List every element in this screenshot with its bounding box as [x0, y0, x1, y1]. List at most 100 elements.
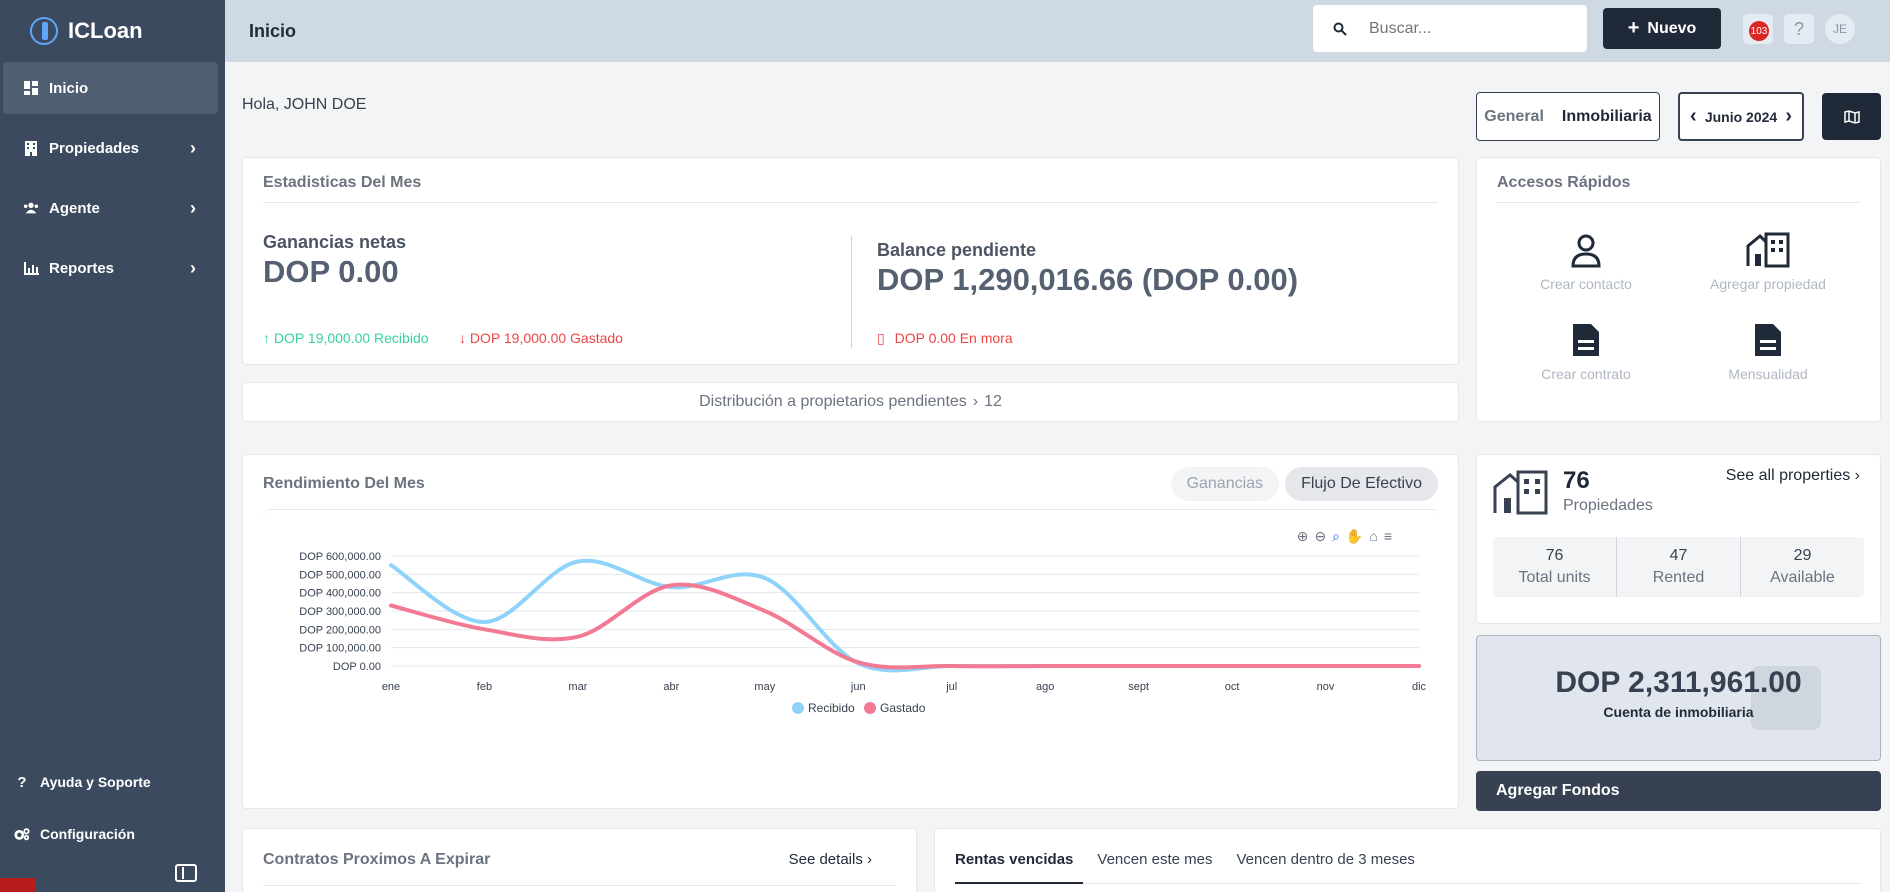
series-line-recibido	[389, 558, 1421, 673]
sidebar-item-propiedades[interactable]: Propiedades ›	[3, 122, 218, 174]
collapse-sidebar-icon[interactable]	[175, 864, 197, 882]
vertical-divider	[851, 236, 852, 348]
chevron-left-icon[interactable]: ‹	[1690, 105, 1697, 127]
legend-marker-gastado	[864, 702, 876, 714]
x-tick-label: oct	[1225, 681, 1240, 693]
series-line-gastado	[389, 582, 1421, 670]
expiring-contracts-card: Contratos Proximos A Expirar See details…	[242, 828, 917, 892]
sidebar-item-inicio[interactable]: Inicio	[3, 62, 218, 114]
card-title: Contratos Proximos A Expirar	[263, 851, 491, 868]
brand[interactable]: ICLoan	[0, 0, 225, 62]
sidebar-item-label: Configuración	[40, 826, 135, 842]
y-tick-label: DOP 100,000.00	[299, 643, 381, 655]
notifications-count: 103	[1749, 21, 1769, 41]
create-contact-button[interactable]: Crear contacto	[1501, 230, 1671, 292]
card-title: Rendimiento Del Mes	[263, 475, 425, 492]
sidebar-item-label: Ayuda y Soporte	[40, 774, 151, 790]
document-icon	[1683, 320, 1853, 358]
cash-flow-chart: DOP 0.00 DOP 100,000.00 DOP 200,000.00 DOP …	[299, 551, 1427, 715]
y-tick-label: DOP 0.00	[333, 661, 381, 673]
sidebar-item-configuracion[interactable]: Configuración	[0, 808, 225, 860]
tab-rentas-vencidas[interactable]: Rentas vencidas	[955, 851, 1074, 868]
help-button[interactable]: ?	[1784, 14, 1814, 44]
divider	[263, 885, 896, 886]
pending-balance-value: DOP 1,290,016.66 (DOP 0.00)	[877, 262, 1299, 297]
monthly-performance-card: Rendimiento Del Mes Ganancias Flujo De E…	[242, 454, 1459, 809]
quick-access-label: Agregar propiedad	[1710, 276, 1826, 292]
zoom-out-icon[interactable]: ⊖	[1314, 528, 1327, 544]
see-all-properties-link[interactable]: See all properties ›	[1726, 467, 1860, 485]
building-icon	[23, 140, 39, 156]
chart-icon	[23, 260, 39, 276]
search-icon	[1333, 22, 1347, 36]
sidebar-item-label: Propiedades	[49, 139, 140, 157]
new-button[interactable]: + Nuevo	[1603, 8, 1721, 49]
chevron-right-icon[interactable]: ›	[1785, 105, 1792, 127]
received-amount: ↑ DOP 19,000.00 Recibido	[263, 330, 429, 346]
sidebar-item-ayuda[interactable]: ? Ayuda y Soporte	[0, 756, 225, 808]
dashboard-icon	[23, 80, 39, 96]
net-earnings-value: DOP 0.00	[263, 254, 399, 289]
app-logo-icon	[30, 17, 58, 45]
chevron-right-icon: ›	[190, 197, 196, 218]
chevron-right-icon: ›	[190, 257, 196, 278]
map-button[interactable]	[1822, 93, 1881, 140]
x-tick-label: dic	[1412, 681, 1427, 693]
tab-vencen-este-mes[interactable]: Vencen este mes	[1097, 851, 1213, 868]
search-box[interactable]	[1313, 5, 1587, 52]
sidebar-item-label: Reportes	[49, 259, 115, 277]
quick-access-label: Crear contrato	[1541, 366, 1631, 382]
quick-access-label: Mensualidad	[1728, 366, 1808, 382]
divider	[955, 883, 1860, 884]
rented-label: Rented	[1652, 569, 1705, 586]
user-icon	[1501, 230, 1671, 268]
sidebar-item-reportes[interactable]: Reportes ›	[3, 242, 218, 294]
x-tick-label: ene	[382, 681, 400, 693]
see-all-label: See all properties	[1725, 467, 1851, 484]
toggle-inmobiliaria[interactable]: Inmobiliaria	[1561, 107, 1652, 125]
see-details-link[interactable]: See details ›	[789, 851, 872, 868]
page-title: Inicio	[249, 20, 297, 41]
spent-amount: ↓ DOP 19,000.00 Gastado	[459, 330, 623, 346]
zoom-in-icon[interactable]: ⊕	[1296, 528, 1309, 544]
sidebar-item-agente[interactable]: Agente ›	[3, 182, 218, 234]
avatar[interactable]: JE	[1825, 14, 1855, 44]
y-tick-label: DOP 600,000.00	[299, 551, 381, 563]
building-icon	[1493, 470, 1548, 515]
tab-flujo-de-efectivo[interactable]: Flujo De Efectivo	[1285, 467, 1438, 501]
search-input[interactable]	[1369, 19, 1569, 38]
debug-corner-badge	[0, 878, 36, 892]
x-tick-label: sept	[1128, 681, 1149, 693]
topbar: Inicio + Nuevo 103 ? JE	[225, 0, 1890, 62]
toggle-general[interactable]: General	[1484, 107, 1544, 125]
month-navigator: ‹ Junio 2024 ›	[1678, 92, 1804, 141]
pan-icon[interactable]: ✋	[1345, 528, 1364, 544]
sidebar-item-label: Agente	[49, 199, 100, 217]
view-toggle: General Inmobiliaria	[1476, 92, 1660, 141]
rented-units: 47 Rented	[1617, 537, 1741, 597]
gears-icon	[14, 826, 30, 842]
menu-icon[interactable]: ≡	[1383, 528, 1392, 544]
overdue-text: DOP 0.00 En mora	[894, 330, 1013, 346]
map-icon	[1843, 109, 1860, 124]
distribution-count: 12	[984, 393, 1002, 410]
zoom-select-icon[interactable]: ⌕	[1332, 528, 1340, 544]
tab-vencen-3-meses[interactable]: Vencen dentro de 3 meses	[1236, 851, 1415, 868]
notifications-button[interactable]: 103	[1743, 14, 1773, 44]
add-property-button[interactable]: Agregar propiedad	[1683, 230, 1853, 292]
y-tick-label: DOP 400,000.00	[299, 588, 381, 600]
account-amount: DOP 2,311,961.00	[1555, 666, 1802, 699]
monthly-stats-card: Estadisticas Del Mes Ganancias netas DOP…	[242, 157, 1459, 365]
tab-ganancias[interactable]: Ganancias	[1170, 467, 1280, 501]
sidebar-bottom: ? Ayuda y Soporte Configuración	[0, 756, 225, 892]
x-tick-label: ago	[1036, 681, 1054, 693]
home-icon[interactable]: ⌂	[1369, 528, 1378, 544]
monthly-payment-button[interactable]: Mensualidad	[1683, 320, 1853, 382]
available-units: 29 Available	[1741, 537, 1864, 597]
add-funds-button[interactable]: Agregar Fondos	[1476, 771, 1881, 811]
create-contract-button[interactable]: Crear contrato	[1501, 320, 1671, 382]
avatar-initials: JE	[1832, 22, 1847, 36]
building-icon	[1683, 230, 1853, 268]
owner-distribution-link[interactable]: Distribución a propietarios pendientes ›…	[242, 382, 1459, 422]
account-balance-card: DOP 2,311,961.00 Cuenta de inmobiliaria	[1476, 635, 1881, 761]
